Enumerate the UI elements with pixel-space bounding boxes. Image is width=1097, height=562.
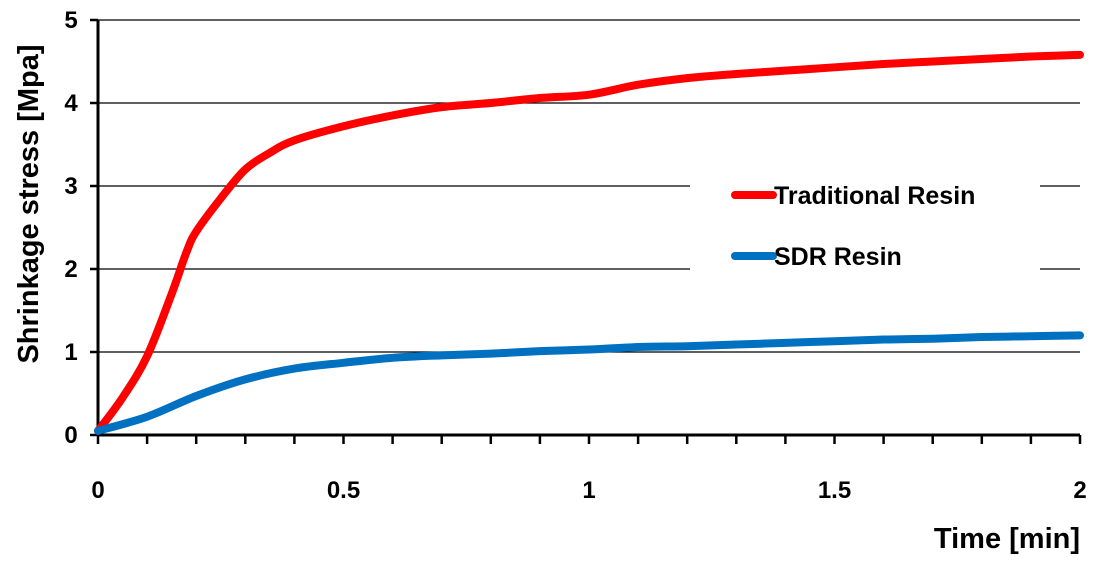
series bbox=[94, 50, 1084, 435]
series-line-traditional-resin bbox=[94, 50, 1084, 435]
x-tick-label-1-5: 1.5 bbox=[818, 477, 851, 504]
x-tick-label-0-5: 0.5 bbox=[327, 477, 360, 504]
y-tick-label-1: 1 bbox=[64, 339, 77, 366]
x-axis-title: Time [min] bbox=[934, 523, 1080, 555]
legend: Traditional Resin SDR Resin bbox=[690, 160, 1040, 285]
ticks: 0 1 2 3 4 5 0 0.5 1 1.5 2 bbox=[64, 7, 1086, 504]
y-tick-label-0: 0 bbox=[64, 422, 77, 449]
legend-background bbox=[690, 160, 1040, 285]
y-tick-label-4: 4 bbox=[64, 90, 78, 117]
y-tick-label-5: 5 bbox=[64, 7, 77, 34]
x-tick-label-0: 0 bbox=[91, 477, 104, 504]
x-tick-label-1: 1 bbox=[582, 477, 595, 504]
legend-label-sdr-resin: SDR Resin bbox=[774, 243, 902, 271]
y-tick-label-2: 2 bbox=[64, 256, 77, 283]
y-axis-title: Shrinkage stress [Mpa] bbox=[13, 44, 45, 363]
legend-label-traditional-resin: Traditional Resin bbox=[774, 182, 975, 210]
series-line-sdr-resin bbox=[94, 331, 1084, 435]
y-tick-label-3: 3 bbox=[64, 173, 77, 200]
x-tick-label-2: 2 bbox=[1073, 477, 1086, 504]
